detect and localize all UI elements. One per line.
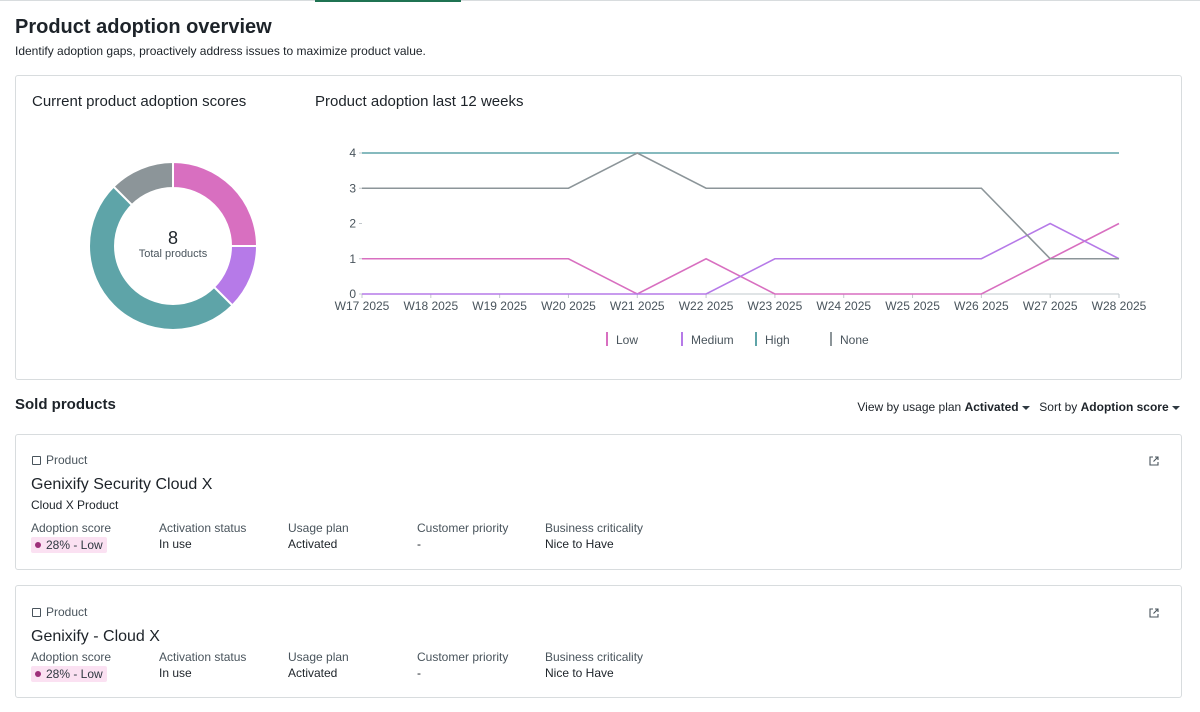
- active-tab-indicator: [315, 0, 461, 2]
- y-tick-label: 1: [349, 252, 356, 266]
- x-tick-label: W21 2025: [610, 299, 665, 313]
- charts-panel: Current product adoption scores 8 Total pr…: [15, 75, 1182, 380]
- top-border: [0, 0, 1200, 1]
- product-card: [15, 434, 1182, 570]
- field-value: -: [417, 666, 421, 680]
- legend-swatch: [755, 332, 757, 346]
- product-type: Product: [46, 605, 88, 619]
- field-label: Activation status: [159, 650, 247, 664]
- product-icon: [32, 456, 41, 465]
- line-series: [362, 222, 1120, 295]
- view-by-value: Activated: [964, 400, 1019, 414]
- field-label: Adoption score: [31, 650, 112, 664]
- x-tick-label: W28 2025: [1092, 299, 1147, 313]
- x-tick-label: W25 2025: [885, 299, 940, 313]
- donut-segment: [88, 185, 234, 331]
- product-type: Product: [46, 453, 88, 467]
- x-tick-label: W18 2025: [403, 299, 458, 313]
- page-title: Product adoption overview: [15, 16, 272, 38]
- donut-segment: [112, 160, 174, 207]
- legend-label: High: [765, 333, 790, 347]
- y-tick-label: 2: [349, 217, 356, 231]
- field-label: Usage plan: [288, 521, 349, 535]
- field-label: Customer priority: [417, 521, 509, 535]
- legend-label: None: [840, 333, 869, 347]
- sort-value: Adoption score: [1080, 400, 1169, 414]
- sort-label: Sort by: [1039, 400, 1078, 414]
- legend-swatch: [830, 332, 832, 346]
- donut-segment: [172, 160, 259, 247]
- x-tick-label: W20 2025: [541, 299, 596, 313]
- field-label: Business criticality: [545, 650, 644, 664]
- section-title: Sold products: [15, 396, 116, 413]
- score-badge: 28% - Low: [31, 666, 107, 682]
- center-value: 8: [168, 228, 178, 248]
- field-value: Nice to Have: [545, 537, 614, 551]
- field-label: Adoption score: [31, 521, 112, 535]
- field-label: Customer priority: [417, 650, 509, 664]
- external-link-icon: [1149, 456, 1159, 466]
- field-label: Activation status: [159, 521, 247, 535]
- external-link[interactable]: [1148, 606, 1160, 624]
- legend-swatch: [681, 332, 683, 346]
- y-tick-label: 3: [349, 181, 356, 195]
- line-series: [362, 152, 1119, 260]
- legend-label: Low: [616, 333, 638, 347]
- external-link[interactable]: [1148, 454, 1160, 472]
- field-value: In use: [159, 537, 192, 551]
- x-tick-label: W26 2025: [954, 299, 1009, 313]
- caret: [1021, 406, 1030, 410]
- legend-swatch: [606, 332, 608, 346]
- field-value: Nice to Have: [545, 666, 614, 680]
- y-tick-label: 0: [349, 287, 356, 301]
- external-link-icon: [1149, 608, 1159, 618]
- page-subtitle: Identify adoption gaps, proactively addr…: [15, 44, 426, 58]
- chart-title: Current product adoption scores: [32, 93, 246, 110]
- field-value: In use: [159, 666, 192, 680]
- view-by-label: View by usage plan: [857, 400, 962, 414]
- x-tick-label: W27 2025: [1023, 299, 1078, 313]
- score-badge: 28% - Low: [31, 537, 107, 553]
- x-tick-label: W17 2025: [335, 299, 390, 313]
- product-subtitle: Cloud X Product: [31, 498, 119, 512]
- field-value: Activated: [288, 537, 338, 551]
- product-name[interactable]: Genixify - Cloud X: [31, 628, 160, 645]
- sort-dropdown[interactable]: Adoption score: [1081, 400, 1180, 414]
- caret: [1172, 406, 1180, 410]
- field-label: Business criticality: [545, 521, 644, 535]
- field-value: -: [417, 537, 421, 551]
- field-label: Usage plan: [288, 650, 349, 664]
- legend-label: Medium: [691, 333, 734, 347]
- x-tick-label: W23 2025: [748, 299, 803, 313]
- x-tick-label: W24 2025: [816, 299, 871, 313]
- chart-title: Product adoption last 12 weeks: [315, 93, 523, 110]
- controls: View by usage plan Activated Sort by Ado…: [857, 400, 1180, 414]
- center-label: Total products: [139, 248, 208, 260]
- product-name[interactable]: Genixify Security Cloud X: [31, 476, 213, 493]
- view-by-dropdown[interactable]: Activated: [965, 400, 1030, 414]
- x-tick-label: W22 2025: [679, 299, 734, 313]
- product-card: [15, 585, 1182, 698]
- field-value: Activated: [288, 666, 338, 680]
- product-icon: [32, 608, 41, 617]
- line-series: [362, 222, 1120, 295]
- x-tick-label: W19 2025: [472, 299, 527, 313]
- y-tick-label: 4: [349, 146, 356, 160]
